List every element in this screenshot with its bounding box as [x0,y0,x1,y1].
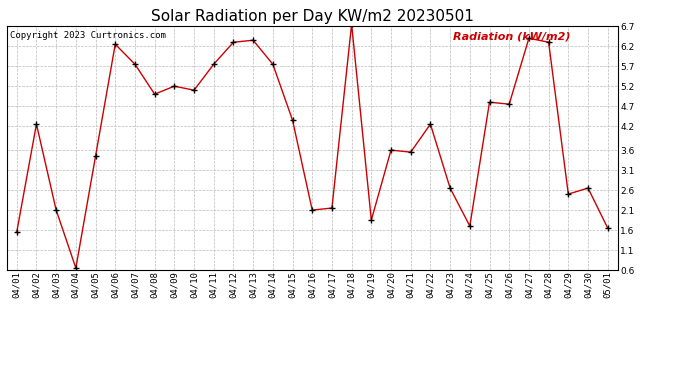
Text: Radiation (kW/m2): Radiation (kW/m2) [453,31,570,41]
Text: Copyright 2023 Curtronics.com: Copyright 2023 Curtronics.com [10,31,166,40]
Title: Solar Radiation per Day KW/m2 20230501: Solar Radiation per Day KW/m2 20230501 [151,9,473,24]
